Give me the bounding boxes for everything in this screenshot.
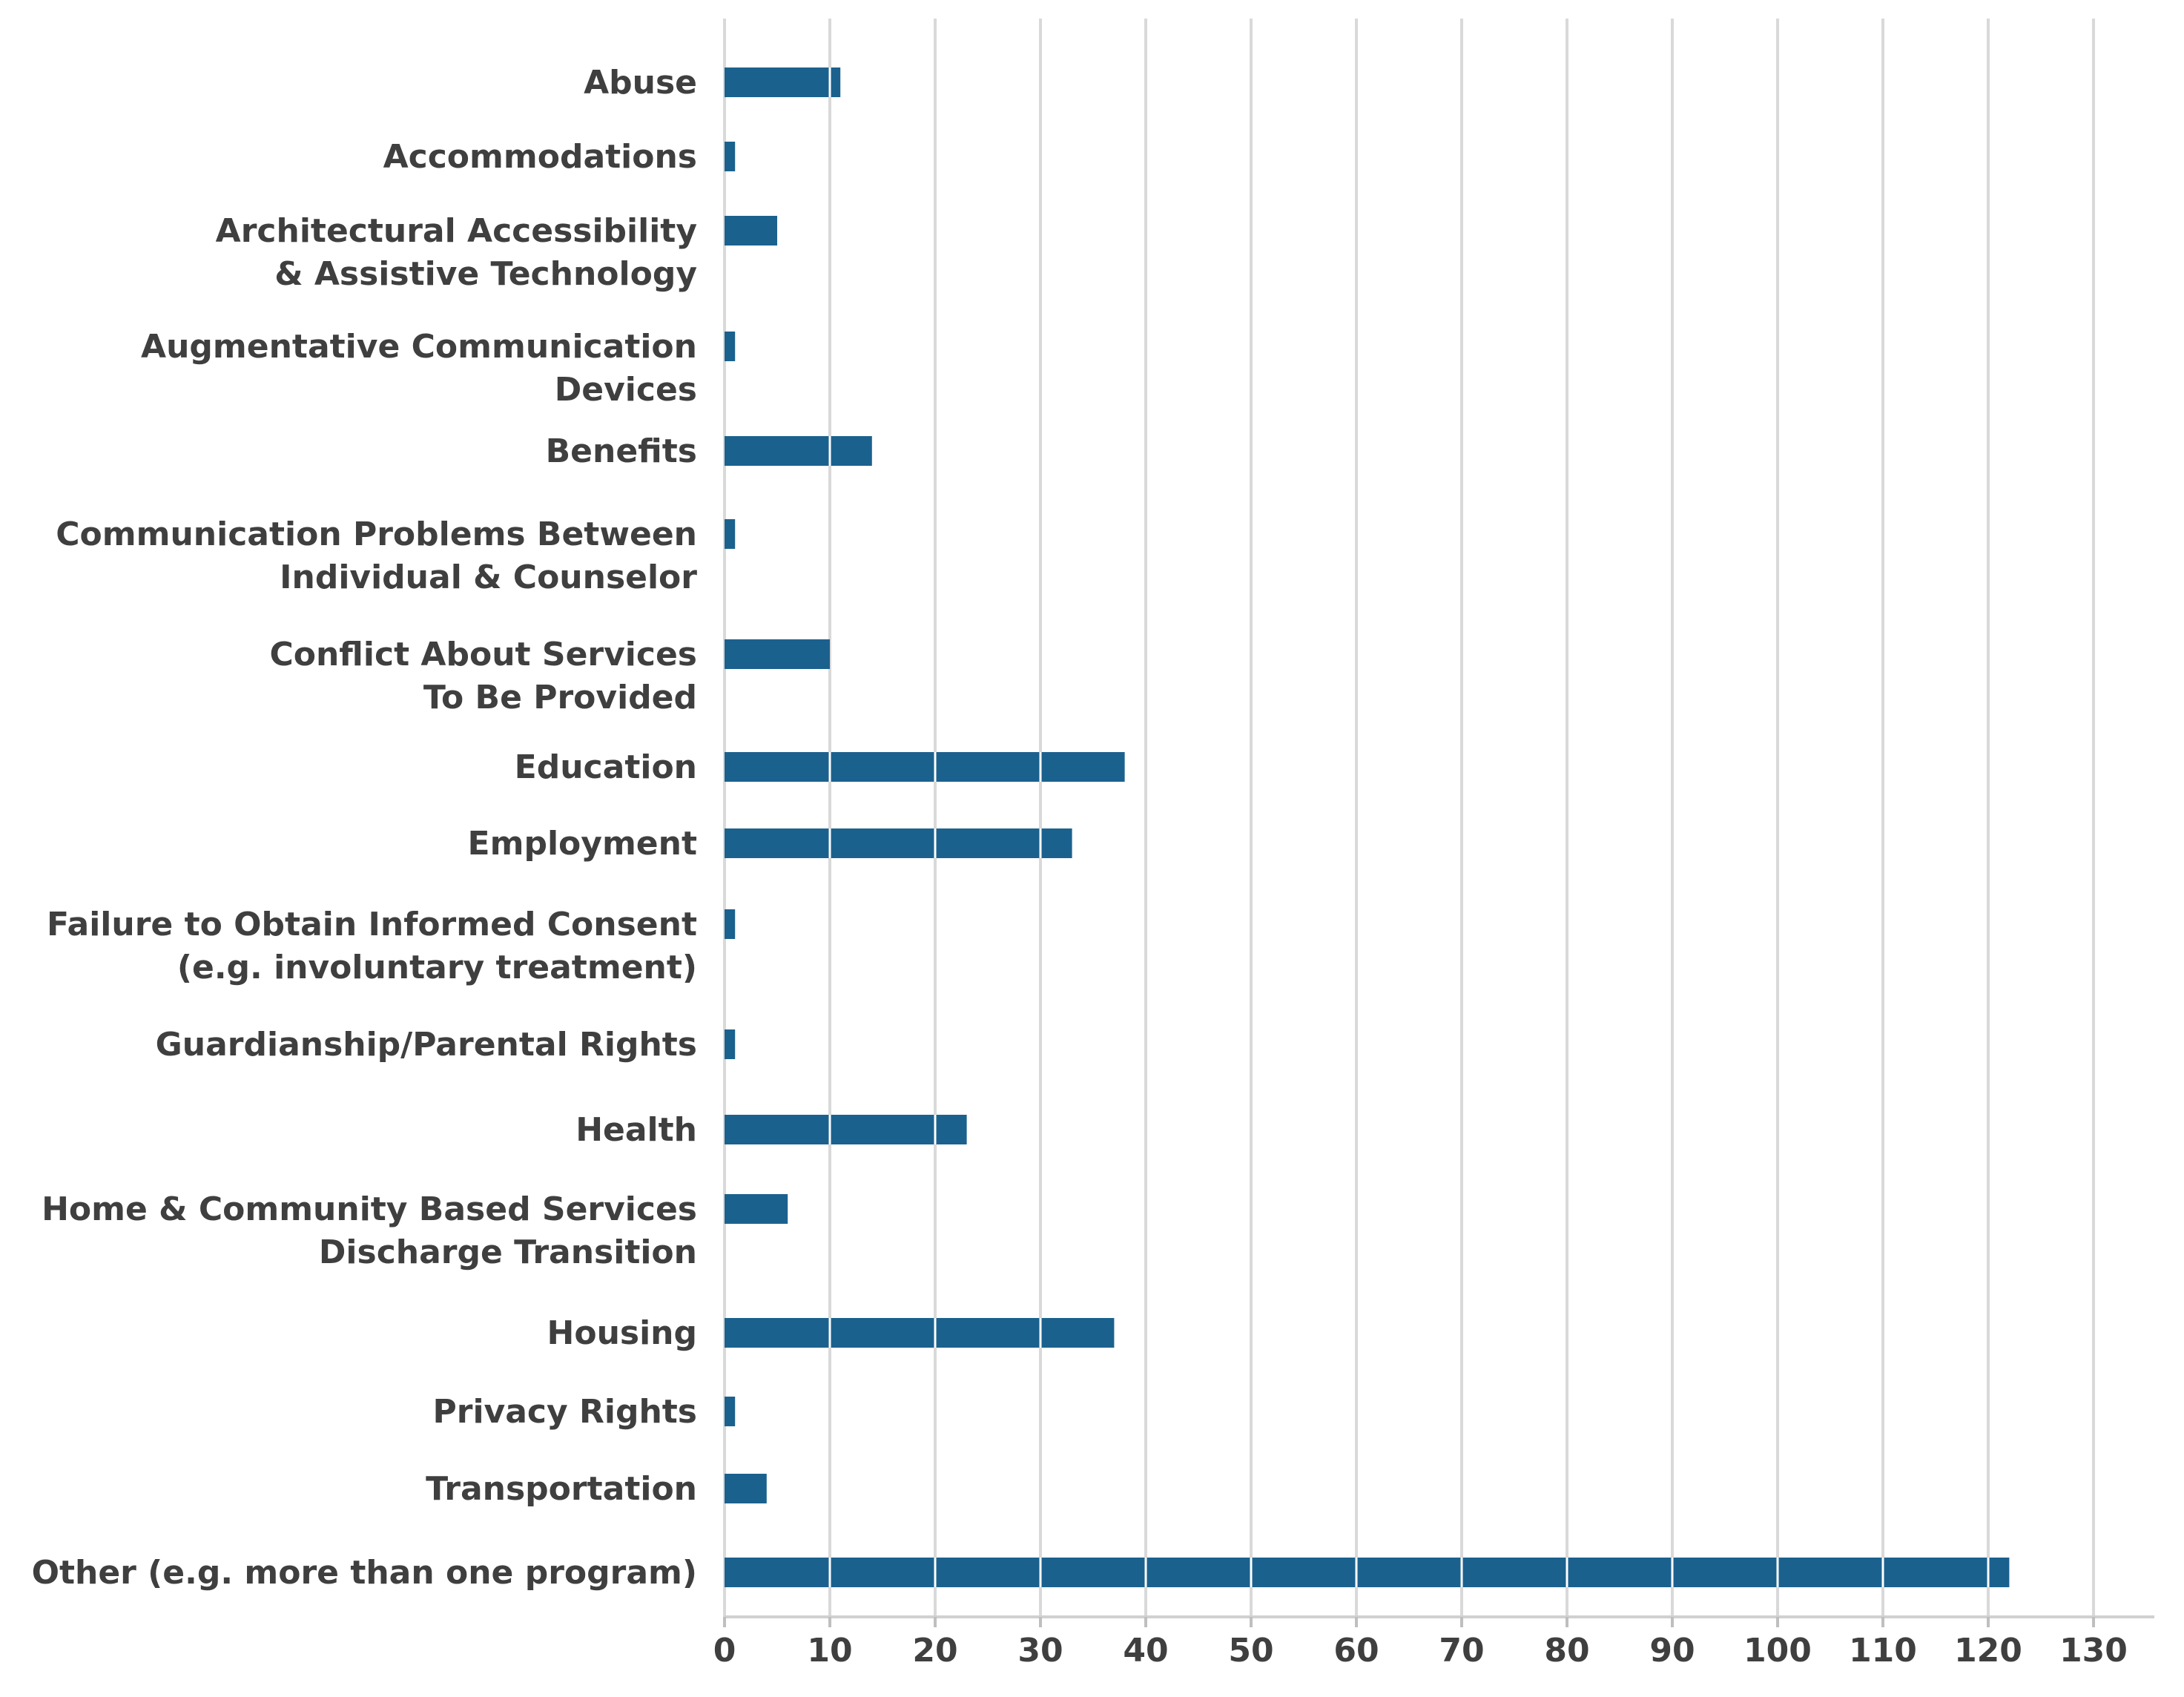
category-label-line: Conflict About Services [269, 636, 697, 673]
bar-13 [725, 1318, 1115, 1348]
x-tick-label: 0 [713, 1632, 736, 1670]
category-label-10: Guardianship/Parental Rights [156, 1026, 697, 1064]
x-tick-label: 60 [1333, 1632, 1379, 1670]
bar-16 [725, 1558, 2010, 1587]
category-label-12: Home & Community Based Services Discharge… [42, 1190, 697, 1271]
category-label-line: Augmentative Communication [141, 328, 697, 366]
x-tick-label: 90 [1649, 1632, 1695, 1670]
category-label-line: Transportation [426, 1470, 697, 1508]
category-label-2: Architectural Accessibility & Assistive T… [216, 212, 697, 293]
category-label-line: To Be Provided [423, 679, 697, 716]
gridline-overlay [828, 67, 1990, 1587]
x-tick-label: 50 [1228, 1632, 1273, 1670]
x-tick-label: 30 [1017, 1632, 1063, 1670]
category-label-line: Health [575, 1111, 697, 1149]
category-label-0: Abuse [584, 64, 697, 102]
category-label-line: Guardianship/Parental Rights [156, 1026, 697, 1064]
category-label-line: Communication Problems Between [56, 515, 697, 553]
category-label-line: Devices [555, 371, 697, 409]
bar-0 [725, 67, 841, 97]
category-label-line: Individual & Counselor [280, 558, 697, 596]
category-label-line: (e.g. involuntary treatment) [177, 949, 697, 986]
category-label-line: Home & Community Based Services [42, 1190, 697, 1228]
bar-11 [725, 1115, 967, 1144]
x-tick-label: 20 [912, 1632, 957, 1670]
category-label-line: Other (e.g. more than one program) [32, 1554, 697, 1592]
category-label-line: Housing [547, 1314, 697, 1352]
category-labels: Abuse Accommodations Architectural Accessi… [32, 64, 698, 1592]
category-label-15: Transportation [426, 1470, 697, 1508]
x-tick-label: 70 [1439, 1632, 1484, 1670]
category-label-line: Privacy Rights [433, 1393, 698, 1431]
category-label-5: Communication Problems Between Individual… [56, 515, 697, 596]
category-label-16: Other (e.g. more than one program) [32, 1554, 697, 1592]
category-label-line: Education [515, 748, 697, 786]
category-label-4: Benefits [546, 432, 697, 470]
x-tick-label: 40 [1123, 1632, 1168, 1670]
bar-2 [725, 216, 777, 246]
category-label-7: Education [515, 748, 697, 786]
bar-8 [725, 828, 1072, 858]
x-tick-labels: 0 10 20 30 40 50 60 70 80 90 100 110 120 130 [713, 1632, 2128, 1670]
x-tick-label: 130 [2059, 1632, 2128, 1670]
category-label-8: Employment [468, 825, 697, 863]
x-tick-label: 120 [1954, 1632, 2022, 1670]
bars [725, 67, 2010, 1587]
category-label-9: Failure to Obtain Informed Consent (e.g. … [47, 906, 697, 986]
category-label-1: Accommodations [383, 138, 697, 176]
category-label-line: Architectural Accessibility [216, 212, 697, 250]
gridlines [723, 19, 2095, 1617]
bar-9 [725, 909, 736, 939]
category-label-line: Abuse [584, 64, 697, 102]
bar-1 [725, 142, 736, 171]
category-label-line: Accommodations [383, 138, 697, 176]
bar-6 [725, 639, 830, 669]
bar-12 [725, 1194, 788, 1224]
x-tick-label: 110 [1849, 1632, 1917, 1670]
bar-10 [725, 1029, 736, 1059]
x-tick-label: 10 [807, 1632, 852, 1670]
bar-15 [725, 1474, 767, 1503]
x-tick-label: 80 [1544, 1632, 1589, 1670]
bar-3 [725, 332, 736, 361]
category-label-line: Benefits [546, 432, 697, 470]
axes [723, 1615, 2154, 1627]
category-label-13: Housing [547, 1314, 697, 1352]
bar-4 [725, 436, 872, 466]
bar-7 [725, 752, 1125, 782]
category-label-11: Health [575, 1111, 697, 1149]
bar-5 [725, 519, 736, 549]
category-label-6: Conflict About Services To Be Provided [269, 636, 697, 716]
category-label-line: Failure to Obtain Informed Consent [47, 906, 697, 943]
category-label-line: Employment [468, 825, 697, 863]
bar-14 [725, 1397, 736, 1426]
category-label-14: Privacy Rights [433, 1393, 698, 1431]
x-tick-label: 100 [1743, 1632, 1812, 1670]
category-label-line: Discharge Transition [319, 1233, 697, 1271]
category-label-3: Augmentative Communication Devices [141, 328, 697, 409]
category-label-line: & Assistive Technology [274, 255, 697, 293]
